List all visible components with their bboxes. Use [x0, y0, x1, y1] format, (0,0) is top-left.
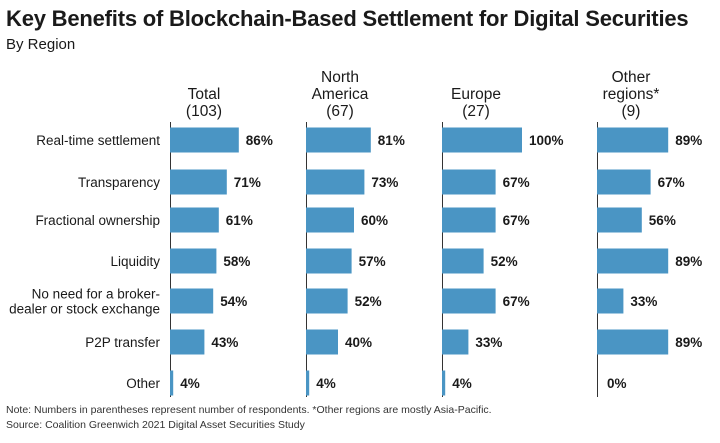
data-label: 60% [361, 213, 388, 228]
data-label: 4% [452, 376, 472, 391]
bar [170, 127, 239, 153]
bar [442, 169, 496, 195]
data-label: 89% [675, 254, 702, 269]
series-header: Total [188, 86, 221, 103]
category-label: Transparency [78, 175, 160, 190]
bar [170, 207, 219, 233]
category-label: Real-time settlement [36, 133, 160, 148]
data-label: 0% [607, 376, 627, 391]
chart-title: Key Benefits of Blockchain-Based Settlem… [6, 6, 689, 31]
data-label: 52% [491, 254, 518, 269]
bar [170, 329, 205, 355]
bar [597, 169, 651, 195]
data-label: 33% [630, 294, 657, 309]
category-label: Liquidity [110, 254, 160, 269]
data-label: 73% [371, 175, 398, 190]
data-label: 40% [345, 335, 372, 350]
data-label: 4% [180, 376, 200, 391]
bar [442, 127, 522, 153]
data-label: 54% [220, 294, 247, 309]
data-label: 89% [675, 335, 702, 350]
data-label: 89% [675, 133, 702, 148]
bar [442, 207, 496, 233]
data-label: 67% [503, 213, 530, 228]
category-label: dealer or stock exchange [9, 302, 160, 317]
data-label: 58% [223, 254, 250, 269]
series-header: (67) [326, 103, 354, 120]
bar [597, 288, 624, 314]
bar [306, 370, 310, 396]
data-label: 67% [658, 175, 685, 190]
bar [170, 248, 217, 274]
category-label: Other [126, 376, 160, 391]
series-header: Other [612, 69, 651, 86]
data-label: 86% [246, 133, 273, 148]
bar [306, 169, 365, 195]
data-label: 43% [211, 335, 238, 350]
bar [442, 248, 484, 274]
bar [597, 329, 669, 355]
data-label: 57% [359, 254, 386, 269]
data-label: 71% [234, 175, 261, 190]
series-header: regions* [603, 86, 660, 103]
footnote: Note: Numbers in parentheses represent n… [6, 404, 492, 416]
source-note: Source: Coalition Greenwich 2021 Digital… [6, 419, 305, 431]
bar [306, 248, 352, 274]
data-label: 81% [378, 133, 405, 148]
bar [306, 329, 338, 355]
bar [170, 169, 227, 195]
category-label: Fractional ownership [35, 213, 160, 228]
bar [306, 207, 354, 233]
data-label: 33% [475, 335, 502, 350]
bar [442, 329, 469, 355]
data-label: 61% [226, 213, 253, 228]
series-header: America [312, 86, 369, 103]
bar [442, 288, 496, 314]
bar [306, 127, 371, 153]
series-header: (9) [622, 103, 641, 120]
bar [597, 207, 642, 233]
series-header: North [321, 69, 359, 86]
data-label: 52% [355, 294, 382, 309]
bar [170, 370, 174, 396]
series-header: (27) [462, 103, 490, 120]
data-label: 4% [316, 376, 336, 391]
bar [597, 248, 669, 274]
bar [442, 370, 446, 396]
data-label: 67% [503, 294, 530, 309]
chart-subtitle: By Region [6, 36, 76, 53]
bar [306, 288, 348, 314]
data-label: 56% [649, 213, 676, 228]
series-header: Europe [451, 86, 501, 103]
data-label: 100% [529, 133, 564, 148]
series-header: (103) [186, 103, 222, 120]
data-label: 67% [503, 175, 530, 190]
bar [170, 288, 214, 314]
bar [597, 127, 669, 153]
category-label: P2P transfer [85, 335, 160, 350]
category-label: No need for a broker- [32, 287, 160, 302]
